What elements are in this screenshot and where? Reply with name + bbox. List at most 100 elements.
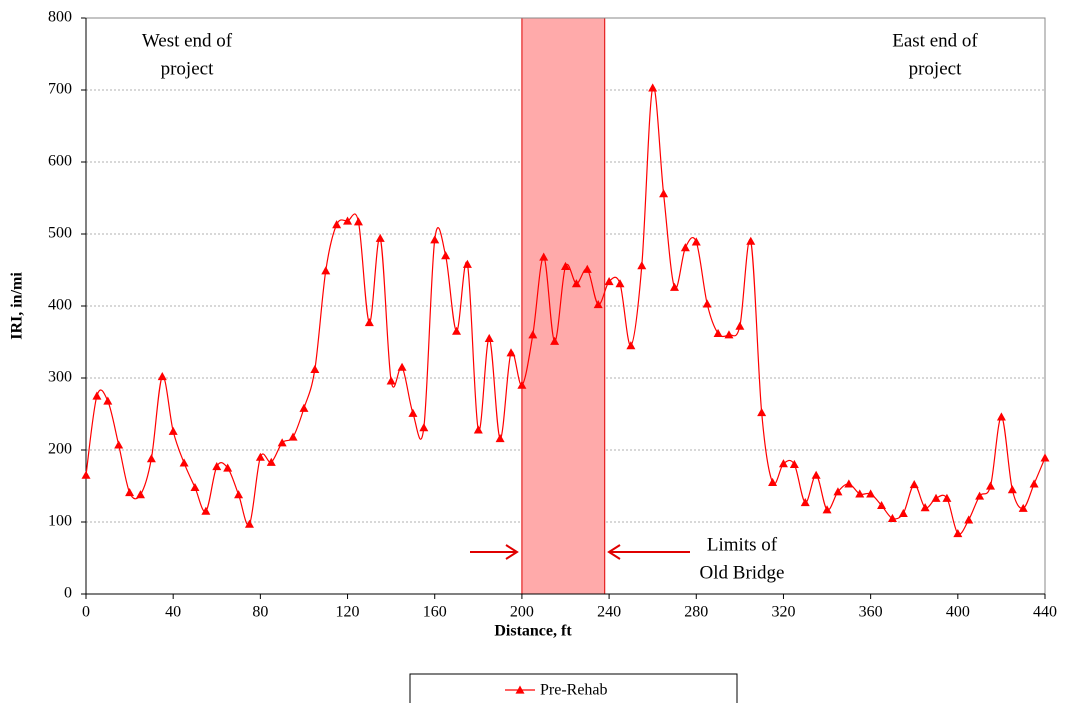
legend-box bbox=[409, 673, 738, 703]
marker bbox=[746, 236, 756, 245]
marker bbox=[462, 259, 472, 268]
marker bbox=[539, 252, 549, 261]
bridge-band bbox=[521, 17, 606, 595]
marker bbox=[179, 458, 189, 467]
bridge-arrows bbox=[470, 544, 690, 560]
marker bbox=[234, 490, 244, 499]
marker bbox=[724, 330, 734, 339]
marker bbox=[310, 364, 320, 373]
y-tick-label: 800 bbox=[48, 9, 72, 26]
marker bbox=[1007, 485, 1017, 494]
marker bbox=[898, 508, 908, 517]
marker bbox=[81, 470, 91, 479]
x-tick-label: 240 bbox=[597, 604, 621, 621]
marker bbox=[648, 83, 658, 92]
marker bbox=[103, 396, 113, 405]
marker bbox=[887, 513, 897, 522]
marker bbox=[473, 425, 483, 434]
y-tick-label: 0 bbox=[64, 585, 72, 602]
arrow-head bbox=[505, 544, 519, 560]
marker bbox=[397, 362, 407, 371]
arrow-head bbox=[607, 544, 621, 560]
y-tick-label: 200 bbox=[48, 441, 72, 458]
marker bbox=[506, 348, 516, 357]
marker bbox=[321, 266, 331, 275]
x-tick-label: 120 bbox=[336, 604, 360, 621]
marker bbox=[517, 380, 527, 389]
marker bbox=[266, 457, 276, 466]
annotation: West end of bbox=[142, 30, 233, 51]
marker bbox=[811, 470, 821, 479]
marker bbox=[353, 217, 363, 226]
marker bbox=[125, 487, 135, 497]
marker bbox=[800, 498, 810, 507]
marker bbox=[833, 487, 843, 496]
marker bbox=[604, 277, 614, 286]
marker bbox=[778, 459, 788, 468]
x-tick-label: 40 bbox=[165, 604, 181, 621]
marker bbox=[615, 279, 625, 288]
marker bbox=[866, 489, 876, 498]
marker bbox=[582, 264, 592, 273]
marker bbox=[441, 251, 451, 260]
marker bbox=[996, 412, 1006, 421]
marker bbox=[288, 432, 298, 441]
x-tick-label: 440 bbox=[1033, 604, 1057, 621]
marker bbox=[757, 408, 767, 417]
annotation: project bbox=[909, 58, 962, 79]
x-tick-label: 160 bbox=[423, 604, 447, 621]
marker bbox=[299, 403, 309, 412]
y-tick-label: 700 bbox=[48, 81, 72, 98]
marker bbox=[92, 391, 102, 400]
marker bbox=[735, 321, 745, 330]
marker bbox=[822, 505, 832, 514]
marker bbox=[768, 477, 778, 486]
x-tick-label: 200 bbox=[510, 604, 534, 621]
y-tick-label: 300 bbox=[48, 369, 72, 386]
marker bbox=[168, 426, 178, 435]
marker bbox=[571, 279, 581, 288]
marker bbox=[702, 299, 712, 308]
marker bbox=[550, 336, 560, 345]
marker bbox=[561, 261, 570, 270]
marker bbox=[244, 519, 254, 528]
marker bbox=[332, 220, 342, 229]
x-tick-label: 400 bbox=[946, 604, 970, 621]
marker bbox=[964, 515, 974, 524]
marker bbox=[637, 261, 647, 270]
marker bbox=[452, 326, 462, 335]
marker bbox=[1018, 503, 1028, 512]
x-tick-label: 280 bbox=[684, 604, 708, 621]
marker bbox=[201, 506, 211, 515]
marker bbox=[364, 318, 374, 327]
marker bbox=[593, 300, 603, 309]
marker bbox=[190, 482, 200, 492]
y-axis-label: IRI, in/mi bbox=[9, 272, 26, 340]
marker bbox=[386, 376, 396, 385]
y-tick-label: 100 bbox=[48, 513, 72, 530]
y-tick-label: 500 bbox=[48, 225, 72, 242]
marker bbox=[255, 452, 265, 461]
x-tick-label: 320 bbox=[771, 604, 795, 621]
marker bbox=[680, 243, 690, 252]
marker bbox=[975, 491, 985, 500]
x-tick-label: 0 bbox=[82, 604, 90, 621]
legend-label: Pre-Rehab bbox=[540, 682, 608, 699]
y-tick-label: 400 bbox=[48, 297, 72, 314]
marker bbox=[223, 463, 233, 472]
marker bbox=[942, 493, 952, 502]
legend-marker bbox=[515, 685, 525, 694]
marker bbox=[789, 459, 799, 468]
marker bbox=[343, 216, 353, 225]
annotation: project bbox=[161, 58, 214, 79]
marker bbox=[691, 237, 701, 246]
marker bbox=[931, 493, 941, 502]
marker bbox=[430, 235, 440, 244]
marker bbox=[953, 529, 963, 538]
marker bbox=[484, 333, 494, 342]
marker bbox=[669, 282, 679, 291]
marker bbox=[408, 408, 418, 417]
y-tick-label: 600 bbox=[48, 153, 72, 170]
marker bbox=[146, 454, 156, 463]
marker bbox=[375, 233, 385, 242]
